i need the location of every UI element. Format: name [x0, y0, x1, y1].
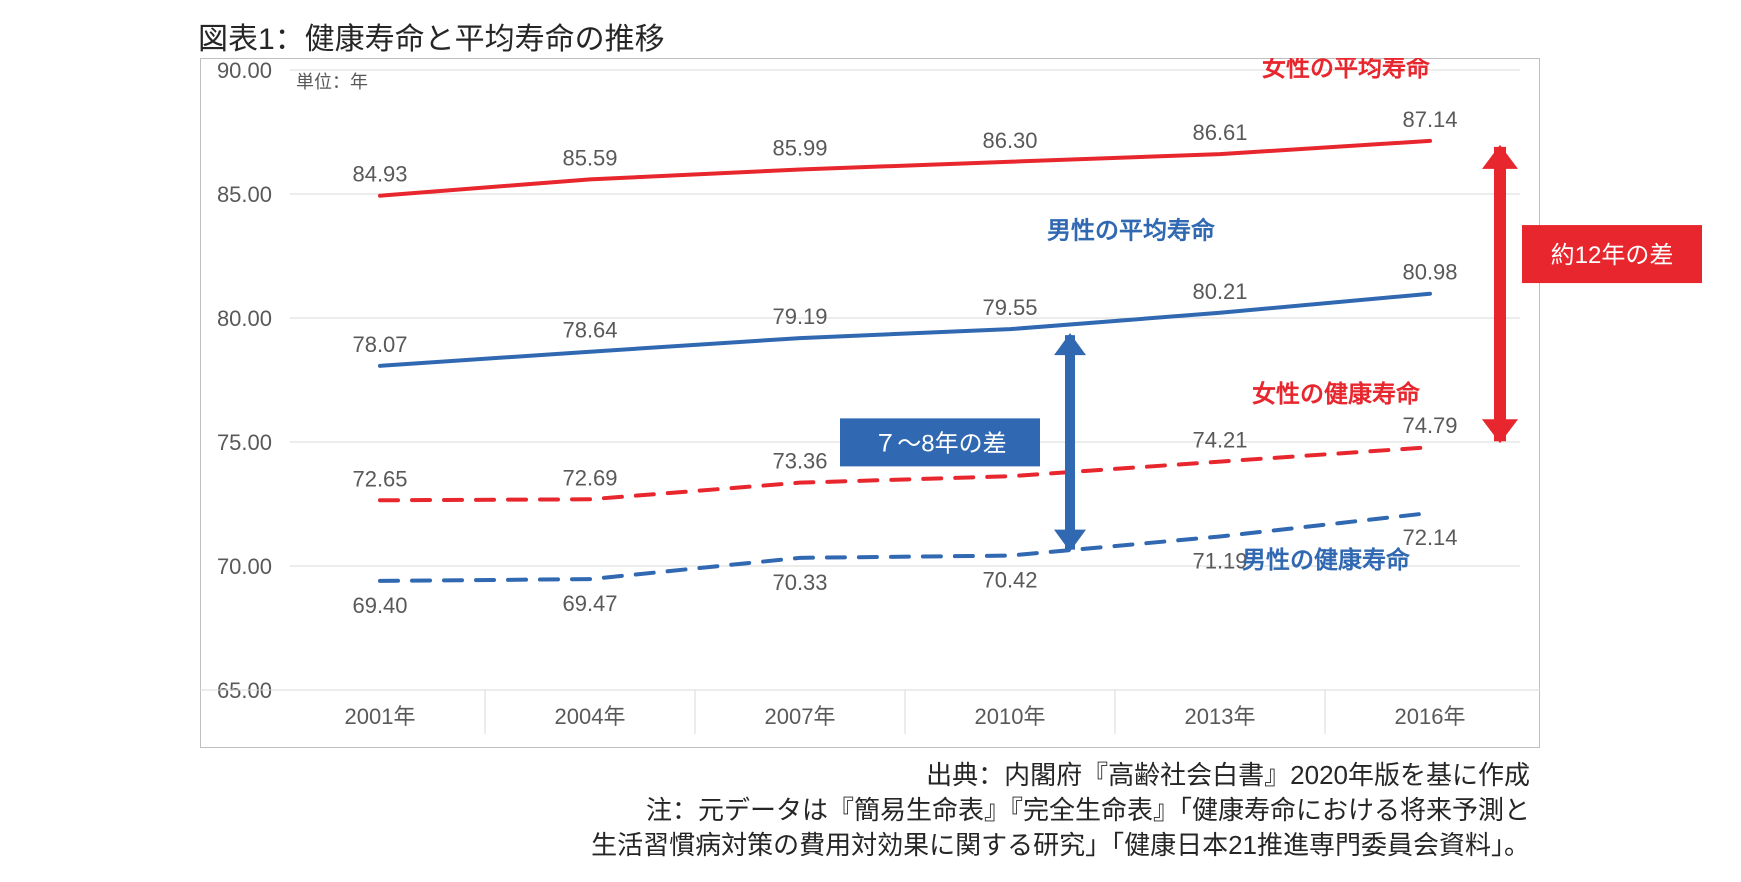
data-label-male_life: 78.64	[562, 318, 617, 343]
y-tick-label: 80.00	[217, 306, 272, 331]
x-tick-label: 2013年	[1185, 704, 1256, 729]
data-label-female_healthy: 74.79	[1402, 413, 1457, 438]
data-label-female_life: 84.93	[352, 162, 407, 187]
source-footnote: 出典：内閣府『高齢社会白書』2020年版を基に作成 注：元データは『簡易生命表』…	[591, 758, 1530, 863]
series-label-male_life: 男性の平均寿命	[1047, 217, 1216, 245]
data-label-male_healthy: 69.47	[562, 591, 617, 616]
series-line-female_life	[380, 141, 1430, 196]
x-tick-label: 2007年	[765, 704, 836, 729]
data-label-male_life: 80.21	[1192, 279, 1247, 304]
data-label-female_life: 85.59	[562, 145, 617, 170]
data-label-male_healthy: 69.40	[352, 593, 407, 618]
x-tick-label: 2016年	[1395, 704, 1466, 729]
data-label-male_healthy: 71.19	[1192, 548, 1247, 573]
figure-container: 図表1：健康寿命と平均寿命の推移 65.0070.0075.0080.0085.…	[0, 0, 1741, 882]
arrowhead-up-icon	[1054, 333, 1086, 355]
data-label-male_life: 79.19	[772, 304, 827, 329]
x-tick-label: 2004年	[555, 704, 626, 729]
data-label-male_healthy: 70.33	[772, 570, 827, 595]
data-label-male_life: 80.98	[1402, 260, 1457, 285]
arrowhead-down-icon	[1482, 419, 1518, 443]
data-label-female_healthy: 72.65	[352, 466, 407, 491]
series-line-male_life	[380, 294, 1430, 366]
data-label-female_life: 85.99	[772, 135, 827, 160]
y-tick-label: 90.00	[217, 58, 272, 83]
callout-red-text: 約12年の差	[1551, 242, 1674, 269]
chart-title: 図表1：健康寿命と平均寿命の推移	[198, 14, 665, 58]
unit-label: 単位：年	[296, 72, 368, 92]
chart-svg: 65.0070.0075.0080.0085.0090.00単位：年2001年2…	[200, 58, 1741, 750]
arrowhead-up-icon	[1482, 145, 1518, 169]
data-label-male_life: 78.07	[352, 332, 407, 357]
data-label-female_life: 87.14	[1402, 107, 1457, 132]
x-tick-label: 2001年	[345, 704, 416, 729]
y-tick-label: 85.00	[217, 182, 272, 207]
data-label-female_healthy: 74.21	[1192, 428, 1247, 453]
x-tick-label: 2010年	[975, 704, 1046, 729]
data-label-male_life: 79.55	[982, 295, 1037, 320]
data-label-male_healthy: 70.42	[982, 568, 1037, 593]
data-label-female_life: 86.30	[982, 128, 1037, 153]
series-label-male_healthy: 男性の健康寿命	[1242, 546, 1411, 574]
series-label-female_life: 女性の平均寿命	[1262, 58, 1431, 82]
y-tick-label: 75.00	[217, 430, 272, 455]
data-label-female_life: 86.61	[1192, 120, 1247, 145]
series-label-female_healthy: 女性の健康寿命	[1252, 380, 1421, 408]
y-tick-label: 70.00	[217, 554, 272, 579]
data-label-female_healthy: 72.69	[562, 465, 617, 490]
data-label-male_healthy: 72.14	[1402, 525, 1457, 550]
data-label-female_healthy: 73.36	[772, 449, 827, 474]
callout-blue-text: ７～8年の差	[873, 430, 1006, 457]
